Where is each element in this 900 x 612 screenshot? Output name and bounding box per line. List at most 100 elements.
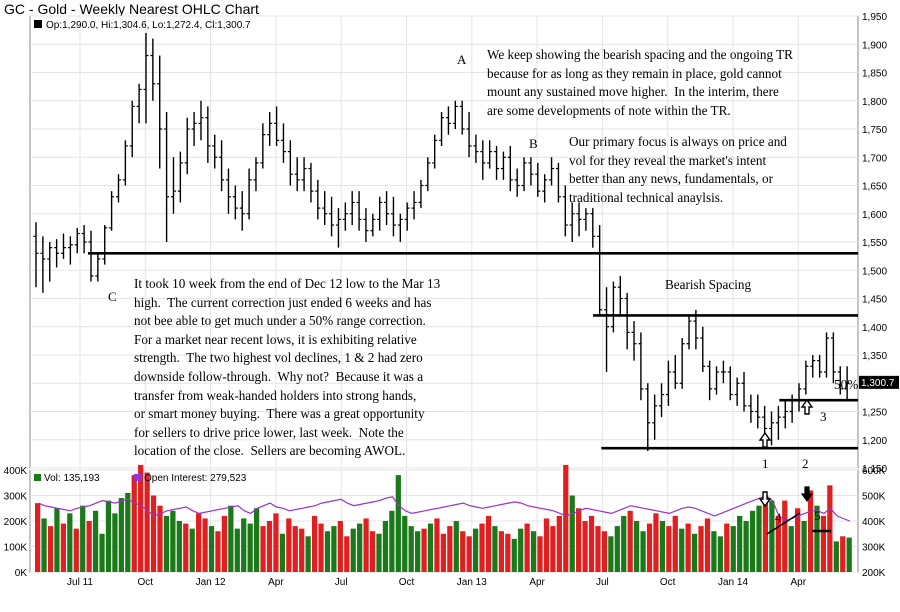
volume-bar: [202, 518, 207, 572]
x-tick-label: Oct: [660, 577, 676, 588]
volume-bar: [254, 508, 259, 572]
volume-bar: [299, 529, 304, 572]
volume-bar: [80, 506, 85, 572]
volume-left-tick: 400K: [4, 466, 28, 477]
volume-bar: [544, 518, 549, 572]
volume-bar: [595, 526, 600, 572]
volume-bar: [402, 516, 407, 572]
volume-bar: [338, 521, 343, 572]
volume-bar: [241, 518, 246, 572]
volume-bar: [106, 501, 111, 572]
volume-bar: [190, 529, 195, 572]
volume-bar: [286, 518, 291, 572]
volume-bar: [834, 541, 839, 572]
volume-bar: [653, 513, 658, 572]
annotation-2: 2: [802, 456, 809, 472]
volume-bar: [93, 511, 98, 572]
volume-bar: [801, 521, 806, 572]
x-tick-label: Apr: [791, 577, 807, 588]
volume-bar: [267, 521, 272, 572]
volume-bar: [273, 513, 278, 572]
volume-bar: [531, 531, 536, 572]
x-tick-label: Jan 12: [196, 577, 226, 588]
x-tick-label: Oct: [399, 577, 415, 588]
volume-bar: [376, 534, 381, 572]
x-tick-label: Jan 13: [457, 577, 487, 588]
volume-bar: [724, 524, 729, 572]
x-tick-label: Jul: [335, 577, 348, 588]
volume-bar: [473, 529, 478, 572]
volume-bar: [370, 531, 375, 572]
volume-bar: [582, 521, 587, 572]
volume-bar: [563, 465, 568, 572]
x-tick-label: Apr: [529, 577, 545, 588]
volume-bar: [698, 526, 703, 572]
volume-bar: [673, 516, 678, 572]
volume-left-tick: 300K: [4, 492, 28, 503]
volume-bar: [183, 524, 188, 572]
bearish-spacing-label: Bearish Spacing: [665, 276, 751, 295]
price-tick-label: 1,350: [862, 351, 887, 362]
annotation-3: 3: [820, 409, 827, 425]
volume-bar: [634, 521, 639, 572]
volume-bar: [280, 534, 285, 572]
x-tick-label: Apr: [268, 577, 284, 588]
annotation-5: 5: [814, 508, 821, 524]
volume-bar: [222, 516, 227, 572]
price-tick-label: 1,800: [862, 97, 887, 108]
volume-right-tick: 400K: [862, 517, 886, 528]
volume-bar: [389, 511, 394, 572]
volume-legend-label: Vol: 135,193: [44, 473, 100, 484]
volume-bar: [666, 526, 671, 572]
volume-bar: [54, 508, 59, 572]
volume-bar: [525, 524, 530, 572]
volume-bar: [608, 536, 613, 572]
volume-bar: [840, 536, 845, 572]
volume-bar: [144, 473, 149, 572]
volume-bar: [782, 501, 787, 572]
volume-bar: [827, 485, 832, 572]
volume-bar: [164, 516, 169, 572]
volume-bar: [396, 475, 401, 572]
volume-left-tick: 0K: [15, 568, 28, 579]
annotation-a: A: [457, 52, 466, 68]
volume-bar: [576, 508, 581, 572]
volume-bar: [686, 524, 691, 572]
volume-bar: [705, 518, 710, 572]
price-tick-label: 1,700: [862, 153, 887, 164]
volume-bar: [621, 516, 626, 572]
volume-bar: [602, 531, 607, 572]
volume-bar: [87, 521, 92, 572]
volume-bar: [209, 526, 214, 572]
volume-bar: [235, 529, 240, 572]
volume-bar: [486, 516, 491, 572]
volume-left-tick: 100K: [4, 543, 28, 554]
volume-bar: [447, 526, 452, 572]
volume-bar: [647, 524, 652, 572]
volume-bar: [660, 521, 665, 572]
volume-bar: [215, 531, 220, 572]
volume-bar: [306, 536, 311, 572]
volume-bar: [756, 506, 761, 572]
price-tick-label: 1,850: [862, 69, 887, 80]
volume-bar: [119, 498, 124, 572]
price-tick-label: 1,650: [862, 182, 887, 193]
volume-bar: [67, 513, 72, 572]
volume-bar: [711, 531, 716, 572]
volume-bar: [312, 516, 317, 572]
volume-bar: [409, 526, 414, 572]
volume-bar: [293, 526, 298, 572]
volume-bar: [331, 526, 336, 572]
volume-bar: [157, 506, 162, 572]
volume-bar: [48, 526, 53, 572]
volume-bar: [61, 524, 66, 572]
volume-bar: [499, 531, 504, 572]
volume-legend-swatch: [34, 474, 41, 481]
volume-bar: [847, 538, 852, 572]
volume-bar: [692, 534, 697, 572]
volume-bar: [41, 518, 46, 572]
oi-legend-swatch: [134, 474, 141, 481]
volume-bar: [505, 534, 510, 572]
volume-bar: [74, 529, 79, 572]
